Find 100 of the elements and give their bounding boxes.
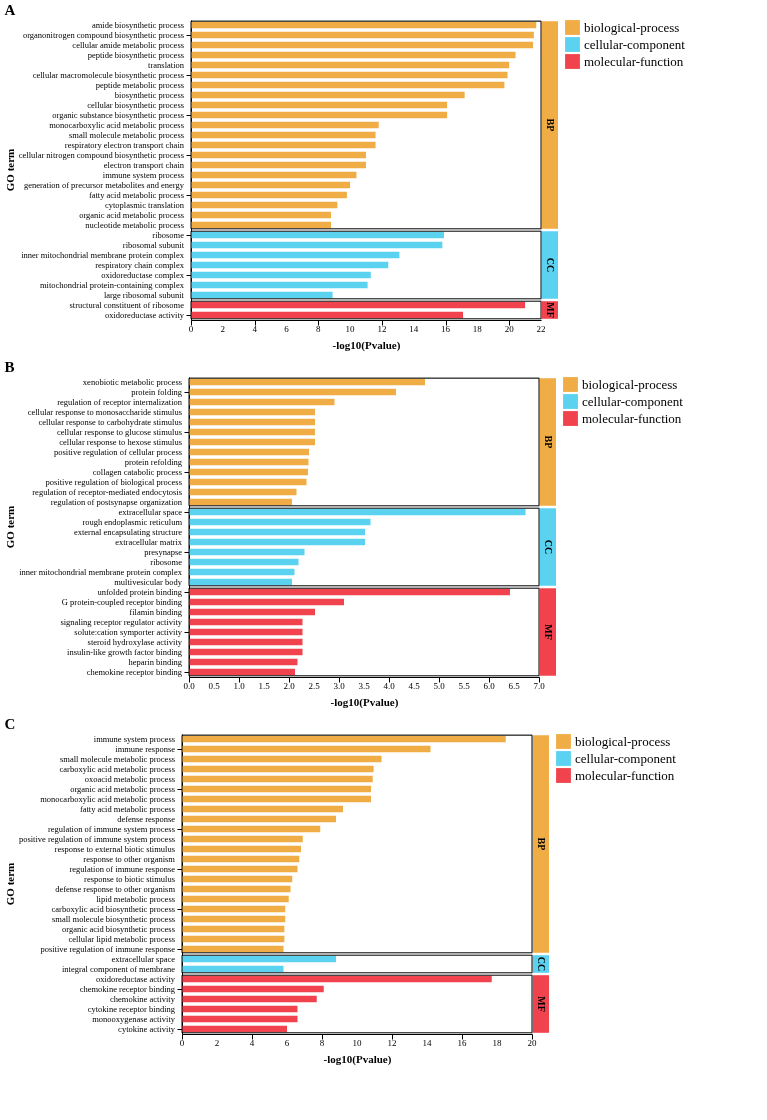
bar: [191, 111, 448, 119]
x-tick-label: 10: [352, 1038, 362, 1048]
x-tick-label: 6.0: [483, 681, 496, 691]
bar: [189, 648, 303, 656]
x-tick-label: 1.0: [233, 681, 246, 691]
x-tick-label: 6: [284, 324, 290, 334]
x-tick-label: 4.5: [408, 681, 421, 691]
text: CC: [543, 539, 554, 555]
bar: [189, 608, 315, 616]
y-tick-label: regulation of receptor-mediated endocytosis: [32, 487, 182, 497]
text: BP: [543, 435, 554, 449]
y-tick-label: biosynthetic process: [114, 90, 184, 100]
y-tick-label: amide biosynthetic process: [91, 20, 184, 30]
x-tick-label: 16: [441, 324, 451, 334]
y-tick-label: solute:cation symporter activity: [74, 627, 183, 637]
bar: [189, 528, 365, 536]
bar: [191, 41, 534, 49]
y-tick-label: extracellular matrix: [115, 537, 183, 547]
y-tick-label: immune response: [115, 744, 176, 754]
x-tick-label: 2: [220, 324, 226, 334]
legend-label: biological-process: [584, 19, 680, 35]
bar: [189, 388, 396, 396]
y-tick-label: defense response to other organism: [55, 884, 176, 894]
bar: [182, 925, 285, 933]
legend-label: cellular-component: [582, 393, 684, 409]
y-tick-label: chemokine receptor binding: [79, 984, 176, 994]
text: BP: [545, 118, 556, 132]
bar: [191, 271, 371, 279]
text: MF: [543, 624, 554, 640]
y-tick-label: cellular macromolecule biosynthetic process: [32, 70, 184, 80]
x-tick-label: 5.5: [458, 681, 471, 691]
x-tick-label: 0.5: [208, 681, 221, 691]
bar: [182, 895, 289, 903]
bar: [189, 558, 299, 566]
bar: [189, 668, 295, 676]
y-tick-label: inner mitochondrial membrane protein complex: [21, 250, 185, 260]
bar: [191, 221, 331, 229]
x-tick-label: 6.5: [508, 681, 521, 691]
y-tick-label: response to other organism: [83, 854, 176, 864]
y-axis-title: GO term: [4, 862, 16, 906]
x-tick-label: 3.0: [333, 681, 346, 691]
y-tick-label: chemokine activity: [110, 994, 176, 1004]
bar: [191, 71, 508, 79]
y-tick-label: small molecule metabolic process: [69, 130, 184, 140]
y-tick-label: carboxylic acid biosynthetic process: [51, 904, 175, 914]
y-tick-label: nucleotide metabolic process: [85, 220, 184, 230]
bar: [191, 131, 376, 139]
x-tick-label: 20: [504, 324, 515, 334]
bar: [182, 815, 336, 823]
legend-label: cellular-component: [584, 36, 686, 52]
y-tick-label: cytoplasmic translation: [104, 200, 185, 210]
y-tick-label: chemokine receptor binding: [86, 667, 183, 677]
bar: [191, 191, 347, 199]
y-tick-label: xenobiotic metabolic process: [82, 377, 182, 387]
bar: [189, 418, 315, 426]
bar: [182, 995, 317, 1003]
bar: [189, 618, 303, 626]
y-tick-label: lipid metabolic process: [96, 894, 175, 904]
bar: [189, 548, 305, 556]
x-tick-label: 8: [316, 324, 322, 334]
bar: [191, 141, 376, 149]
y-tick-label: regulation of immune response: [69, 864, 176, 874]
x-tick-label: 2: [214, 1038, 220, 1048]
bar: [191, 291, 333, 299]
y-tick-label: G protein-coupled receptor binding: [61, 597, 183, 607]
y-tick-label: filamin binding: [129, 607, 183, 617]
x-tick-label: 2.0: [283, 681, 296, 691]
text: BP: [536, 837, 547, 851]
bar: [191, 241, 443, 249]
y-tick-label: fatty acid metabolic process: [79, 804, 175, 814]
y-tick-label: oxoacid metabolic process: [84, 774, 175, 784]
bar: [189, 588, 510, 596]
y-tick-label: mitochondrial protein-containing complex: [40, 280, 185, 290]
bar: [189, 538, 365, 546]
y-tick-label: cellular lipid metabolic process: [68, 934, 175, 944]
bar: [191, 161, 366, 169]
bar: [191, 171, 357, 179]
y-tick-label: organic acid metabolic process: [79, 210, 184, 220]
y-tick-label: presynapse: [144, 547, 183, 557]
bar: [182, 975, 492, 983]
bar: [182, 865, 298, 873]
y-tick-label: positive regulation of cellular process: [54, 447, 182, 457]
y-tick-label: regulation of receptor internalization: [57, 397, 183, 407]
x-tick-label: 16: [457, 1038, 467, 1048]
y-tick-label: positive regulation of immune system process: [18, 834, 175, 844]
y-tick-label: immune system process: [93, 734, 175, 744]
y-tick-label: organonitrogen compound biosynthetic process: [22, 30, 184, 40]
y-tick-label: cellular response to glucose stimulus: [56, 427, 182, 437]
bar: [191, 21, 537, 29]
y-tick-label: regulation of postsynapse organization: [50, 497, 183, 507]
bar: [182, 965, 284, 973]
bar: [191, 201, 338, 209]
y-tick-label: peptide biosynthetic process: [87, 50, 184, 60]
y-tick-label: cellular response to carbohydrate stimulus: [38, 417, 182, 427]
legend-label: biological-process: [582, 376, 678, 392]
bar: [189, 408, 315, 416]
x-tick-label: 12: [377, 324, 387, 334]
y-tick-label: cellular amide metabolic process: [72, 40, 184, 50]
y-tick-label: monooxygenase activity: [92, 1014, 176, 1024]
y-tick-label: extracellular space: [111, 954, 176, 964]
